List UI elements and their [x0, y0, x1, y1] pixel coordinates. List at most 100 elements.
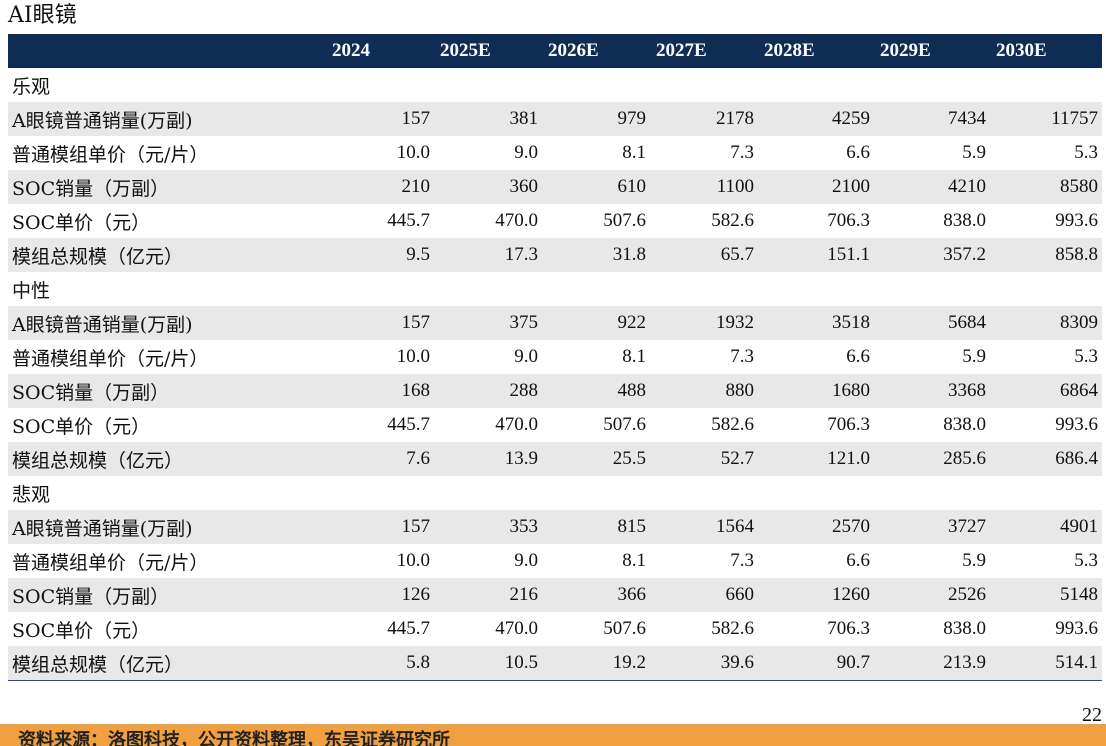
value-cell: 210: [326, 170, 434, 204]
value-cell: 4259: [758, 102, 874, 136]
header-cell: 2028E: [758, 34, 874, 68]
header-cell: 2026E: [542, 34, 650, 68]
value-cell: 11757: [990, 102, 1102, 136]
header-cell: [8, 34, 326, 68]
value-cell: 6.6: [846, 346, 870, 367]
value-cell: 6.6: [846, 142, 870, 163]
table-row: 模组总规模（亿元） 7.6 13.9 25.5 52.7 121.0 285.6 686.4: [8, 442, 1102, 476]
value-cell: 838.0: [943, 618, 986, 639]
value-cell: 168: [326, 374, 434, 408]
value-cell: 470.0: [495, 618, 538, 639]
value-cell: 13.9: [434, 442, 542, 476]
value-cell: 445.7: [387, 210, 430, 231]
table-row: SOC销量（万副） 210 360 610 1100 2100 4210 8580: [8, 170, 1102, 204]
value-cell: 2526: [874, 578, 990, 612]
row-label: 模组总规模（亿元）: [8, 238, 326, 272]
value-cell: 4901: [990, 510, 1102, 544]
value-cell: 470.0: [495, 210, 538, 231]
value-cell: 7.3: [730, 550, 754, 571]
page-number: 22: [1082, 704, 1102, 726]
value-cell: 838.0: [943, 210, 986, 231]
table-row: SOC单价（元） 445.7 470.0 507.6 582.6 706.3 838.0 99…: [8, 204, 1102, 238]
value-cell: 7.3: [730, 346, 754, 367]
row-label: 模组总规模（亿元）: [8, 442, 326, 476]
value-cell: 357.2: [874, 238, 990, 272]
value-cell: 507.6: [603, 210, 646, 231]
value-cell: 8309: [990, 306, 1102, 340]
value-cell: 10.0: [396, 142, 430, 163]
table-header-row: 2024 2025E 2026E 2027E 2028E 2029E 2030E: [8, 34, 1102, 68]
value-cell: 25.5: [542, 442, 650, 476]
row-label: SOC销量（万副）: [8, 374, 326, 408]
value-cell: 39.6: [650, 646, 758, 681]
value-cell: 31.8: [542, 238, 650, 272]
value-cell: 838.0: [943, 414, 986, 435]
value-cell: 445.7: [387, 618, 430, 639]
value-cell: 5.3: [1074, 346, 1098, 367]
value-cell: 1932: [650, 306, 758, 340]
section-row: 中性: [8, 272, 1102, 306]
value-cell: 706.3: [827, 618, 870, 639]
row-label: SOC单价（元）: [12, 619, 151, 642]
table-row: 普通模组单价（元/片） 10.0 9.0 8.1 7.3 6.6 5.9 5.3: [8, 136, 1102, 170]
row-label: SOC单价（元）: [12, 211, 151, 234]
header-cell: 2025E: [434, 34, 542, 68]
value-cell: 9.5: [326, 238, 434, 272]
value-cell: 3368: [874, 374, 990, 408]
row-label: A眼镜普通销量(万副): [8, 102, 326, 136]
value-cell: 507.6: [603, 618, 646, 639]
value-cell: 1100: [650, 170, 758, 204]
value-cell: 52.7: [650, 442, 758, 476]
value-cell: 2570: [758, 510, 874, 544]
value-cell: 993.6: [1055, 618, 1098, 639]
value-cell: 9.0: [514, 346, 538, 367]
value-cell: 157: [326, 102, 434, 136]
value-cell: 381: [434, 102, 542, 136]
table-row: A眼镜普通销量(万副) 157 353 815 1564 2570 3727 4901: [8, 510, 1102, 544]
table-row: SOC销量（万副） 168 288 488 880 1680 3368 6864: [8, 374, 1102, 408]
table-row: SOC单价（元） 445.7 470.0 507.6 582.6 706.3 838.0 99…: [8, 408, 1102, 442]
value-cell: 686.4: [990, 442, 1102, 476]
value-cell: 366: [542, 578, 650, 612]
value-cell: 375: [434, 306, 542, 340]
table-row: A眼镜普通销量(万副) 157 375 922 1932 3518 5684 8309: [8, 306, 1102, 340]
value-cell: 5.9: [962, 550, 986, 571]
section-row: 悲观: [8, 476, 1102, 510]
value-cell: 8.1: [622, 550, 646, 571]
table-row: A眼镜普通销量(万副) 157 381 979 2178 4259 7434 11757: [8, 102, 1102, 136]
row-label: 普通模组单价（元/片）: [12, 551, 209, 574]
value-cell: 288: [434, 374, 542, 408]
row-label: 普通模组单价（元/片）: [12, 143, 209, 166]
forecast-table: 2024 2025E 2026E 2027E 2028E 2029E 2030E…: [8, 34, 1102, 681]
section-row: 乐观: [8, 68, 1102, 102]
value-cell: 17.3: [434, 238, 542, 272]
value-cell: 7.3: [730, 142, 754, 163]
value-cell: 216: [434, 578, 542, 612]
value-cell: 157: [326, 306, 434, 340]
value-cell: 582.6: [711, 618, 754, 639]
value-cell: 5.3: [1074, 142, 1098, 163]
value-cell: 9.0: [514, 142, 538, 163]
value-cell: 5.9: [962, 142, 986, 163]
row-label: 普通模组单价（元/片）: [12, 347, 209, 370]
value-cell: 922: [542, 306, 650, 340]
header-cell: 2029E: [874, 34, 990, 68]
value-cell: 213.9: [874, 646, 990, 681]
value-cell: 706.3: [827, 414, 870, 435]
value-cell: 880: [650, 374, 758, 408]
value-cell: 285.6: [874, 442, 990, 476]
value-cell: 5.9: [962, 346, 986, 367]
value-cell: 470.0: [495, 414, 538, 435]
value-cell: 706.3: [827, 210, 870, 231]
value-cell: 7.6: [326, 442, 434, 476]
header-cell: 2030E: [990, 34, 1102, 68]
value-cell: 360: [434, 170, 542, 204]
value-cell: 5.8: [326, 646, 434, 681]
value-cell: 815: [542, 510, 650, 544]
value-cell: 514.1: [990, 646, 1102, 681]
value-cell: 157: [326, 510, 434, 544]
value-cell: 993.6: [1055, 210, 1098, 231]
table-row: 普通模组单价（元/片） 10.0 9.0 8.1 7.3 6.6 5.9 5.3: [8, 340, 1102, 374]
header-cell: 2027E: [650, 34, 758, 68]
value-cell: 8580: [990, 170, 1102, 204]
